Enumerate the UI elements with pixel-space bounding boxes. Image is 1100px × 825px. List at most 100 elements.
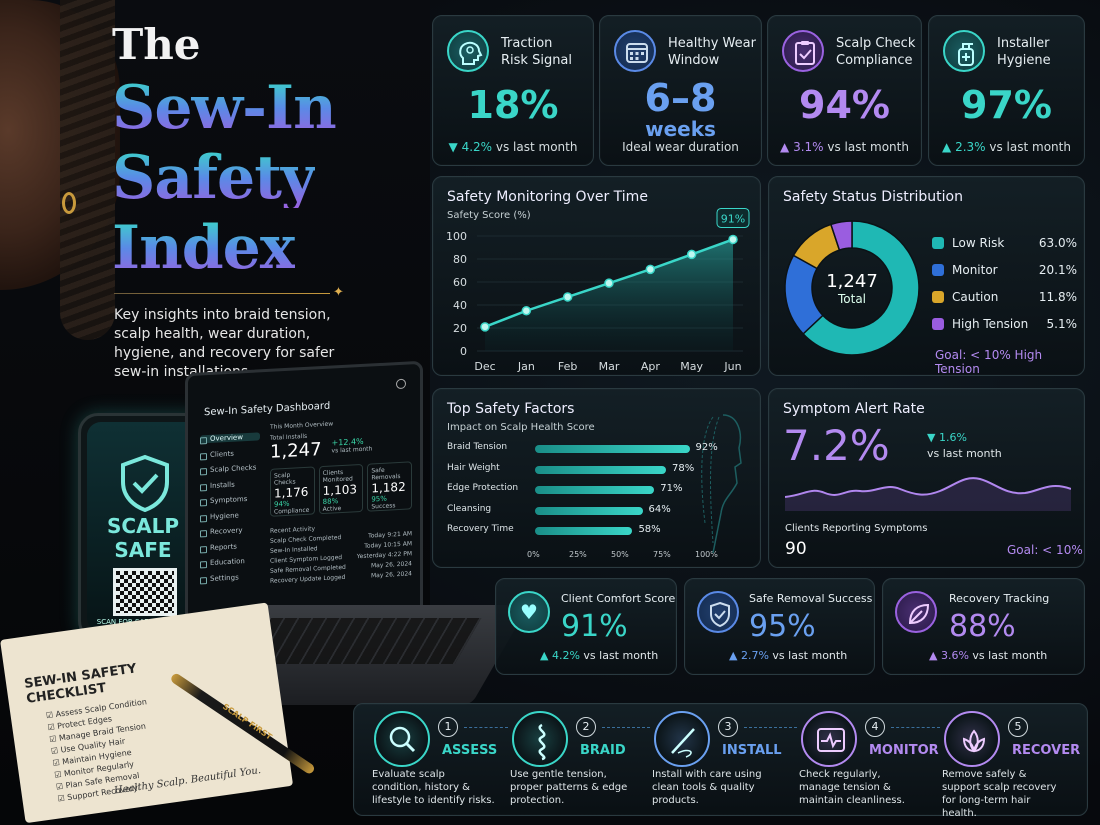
leaf-icon [895,591,937,633]
x-tick-label: 25% [569,550,587,559]
laptop-nav-item[interactable]: Scalp Checks [200,463,260,474]
kpi-card-wear-window[interactable]: Healthy Wear Window 6–8 weeks Ideal wear … [599,15,762,166]
legend-item: Monitor 20.1% [932,256,1077,283]
kpi-delta-note: vs last month [495,140,578,154]
step-description: Evaluate scalp condition, history & life… [372,769,495,806]
kpi-value: 91% [561,609,628,644]
laptop-nav-item[interactable]: Reports [200,541,260,552]
y-tick-label: 40 [453,299,467,312]
checklist-notebook: SEW-IN SAFETY CHECKLIST ☑ Assess Scalp C… [0,602,294,824]
factor-label: Cleansing [447,503,492,514]
stat-value: 1,103 [322,482,358,499]
kpi-label: Healthy Wear Window [668,35,756,69]
legend-value: 20.1% [1038,262,1077,277]
step-number: 1 [438,717,458,737]
search-icon[interactable] [396,378,406,390]
kpi-card-safe-removal[interactable]: Safe Removal Success 95% ▲ 2.7% vs last … [684,578,875,675]
kpi-label: Scalp Check Compliance [836,35,915,69]
laptop-nav-item[interactable]: Symptoms [200,494,260,505]
earring-decoration [62,192,76,214]
y-tick-label: 80 [453,253,467,266]
laptop-nav-item[interactable]: Clients [200,448,260,459]
needle-icon [654,711,710,767]
laptop-main: This Month Overview Total Installs 1,247… [270,416,413,586]
braided-profile-icon [701,414,742,553]
kpi-delta-value: ▲ 2.3% [942,140,986,154]
kpi-value: 95% [749,609,816,644]
legend-label: Low Risk [952,235,1005,250]
heart-icon: ♥ [508,591,550,633]
laptop-nav-item[interactable]: Settings [200,572,260,583]
kpi-card-traction[interactable]: Traction Risk Signal 18% ▼ 4.2% vs last m… [432,15,594,166]
laptop-nav-item[interactable]: Installs [200,479,260,490]
phone-brand: SCALP SAFE [107,514,179,562]
safety-distribution-panel: Safety Status Distribution 1,247 Total L… [768,176,1085,376]
step-connector [464,727,508,728]
step-number: 5 [1008,717,1028,737]
x-tick-label: Jun [723,360,741,373]
step-number: 2 [576,717,596,737]
kpi-label-line: Healthy Wear [668,36,756,51]
qr-code[interactable] [113,568,177,616]
kpi-card-scalp-check[interactable]: Scalp Check Compliance 94% ▲ 3.1% vs last… [767,15,922,166]
kpi-delta-value: ▲ 4.2% [540,649,580,662]
laptop-nav-item[interactable]: Hygiene [200,510,260,521]
kpi-delta: ▲ 2.3% vs last month [929,140,1084,154]
laptop-stat-card[interactable]: Scalp Checks 1,176 94% Compliance [270,466,315,517]
factor-row: Braid Tension 92% [447,442,747,456]
title-divider [114,293,330,294]
factor-row: Recovery Time 58% [447,524,747,538]
kpi-label-line: Installer [997,36,1050,51]
legend-item: High Tension 5.1% [932,310,1077,337]
laptop-dashboard-title: Sew-In Safety Dashboard [204,400,331,419]
factor-bar [535,506,643,515]
panel-subtitle: Impact on Scalp Health Score [447,422,595,433]
legend-swatch [932,317,944,330]
kpi-card-comfort[interactable]: ♥ Client Comfort Score 91% ▲ 4.2% vs las… [495,578,677,675]
kpi-card-recovery[interactable]: Recovery Tracking 88% ▲ 3.6% vs last mon… [882,578,1085,675]
step-name: BRAID [580,743,626,758]
process-steps-panel: 1 ASSESS Evaluate scalp condition, history… [353,703,1088,819]
laptop-stat-card[interactable]: Safe Removals 1,182 95% Success [367,461,413,512]
symptom-alert-panel: Symptom Alert Rate 7.2% ▼ 1.6% vs last m… [768,388,1085,568]
hero-panel: The Sew-In Safety Index ✦ Key insights i… [0,0,529,825]
factor-label: Hair Weight [447,462,500,473]
factor-bar [535,527,633,535]
laptop-nav-item[interactable]: Overview [200,432,260,444]
factor-value: 71% [660,483,683,494]
kpi-delta-note: vs last month [772,649,848,662]
legend-label: Caution [952,289,999,304]
laptop-keyboard [244,618,482,664]
data-point [728,234,738,245]
total-installs-delta-note: vs last month [331,445,373,455]
kpi-value: 88% [949,609,1016,644]
kpi-card-installer-hygiene[interactable]: Installer Hygiene 97% ▲ 2.3% vs last mont… [928,15,1085,166]
laptop-nav-item[interactable]: Recovery [200,525,260,536]
laptop-stat-card[interactable]: Clients Monitored 1,103 88% Active [318,463,364,515]
factor-row: Edge Protection 71% [447,483,747,497]
x-tick-label: Apr [641,360,661,373]
legend-value: 5.1% [1046,316,1078,331]
step-description: Use gentle tension, proper patterns & ed… [510,769,628,806]
kpi-delta: ▼ 4.2% vs last month [433,140,593,154]
stat-note: Success [371,502,396,511]
stat-value: 1,176 [274,484,309,501]
kpi-label-line: Traction [501,36,553,51]
y-tick-label: 0 [460,345,467,358]
braid-illustration [60,0,115,340]
legend-swatch [932,236,944,249]
kpi-label-line: Risk Signal [501,53,573,68]
kpi-label-line: Hygiene [997,53,1051,68]
legend-item: Low Risk 63.0% [932,229,1077,256]
x-tick-label: Mar [599,360,620,373]
symptom-delta-note: vs last month [927,447,1002,460]
laptop-nav-item[interactable]: Education [200,556,260,567]
sparkle-icon: ✦ [333,285,344,300]
safety-monitoring-panel: Safety Monitoring Over Time Safety Score… [432,176,761,376]
donut-total-value: 1,247 [826,271,878,292]
panel-title: Safety Status Distribution [783,189,963,205]
step-description: Check regularly, manage tension & mainta… [799,769,905,806]
step-description: Install with care using clean tools & qu… [652,769,762,806]
total-installs-value: 1,247 [270,439,322,463]
x-tick-label: 50% [611,550,629,559]
